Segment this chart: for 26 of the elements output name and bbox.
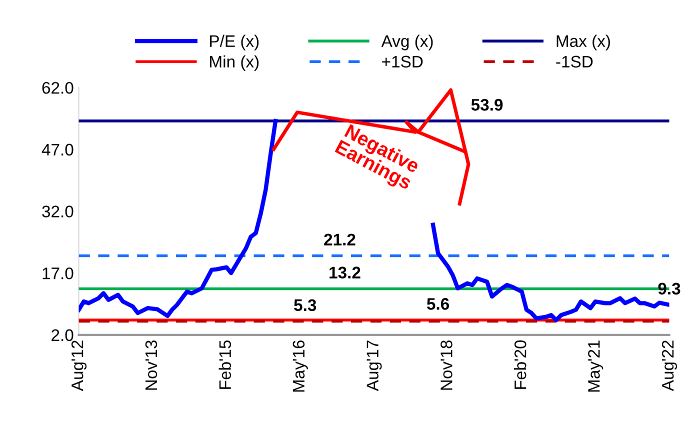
y-tick-label: 62.0: [42, 82, 74, 94]
y-tick-label: 2.0: [52, 329, 74, 342]
data-label: 9.3: [658, 282, 680, 295]
legend-label: Min (x): [210, 55, 259, 71]
legend-label: +1SD: [382, 56, 423, 68]
y-tick-label: 32.0: [42, 206, 74, 218]
legend-label: -1SD: [556, 56, 593, 68]
data-label: 53.9: [471, 98, 503, 111]
legend-label: P/E (x): [210, 34, 259, 50]
x-tick-label: Nov'13: [145, 340, 158, 390]
x-tick-label: Nov'18: [440, 340, 452, 390]
x-tick-label: Feb'20: [514, 340, 526, 389]
y-tick-label: 17.0: [42, 267, 74, 280]
x-tick-label: May'16: [292, 340, 308, 392]
x-tick-label: Aug'12: [71, 340, 87, 392]
y-tick-label: 47.0: [42, 144, 74, 156]
legend-label: Avg (x): [381, 34, 433, 50]
legend-label: Max (x): [556, 34, 610, 50]
data-label: 5.6: [426, 298, 450, 310]
x-tick-label: Aug'22: [662, 340, 678, 392]
x-tick-label: Aug'17: [366, 340, 382, 392]
data-label: 21.2: [324, 234, 356, 246]
data-label: 13.2: [330, 266, 360, 279]
data-label: 5.3: [294, 299, 316, 312]
x-tick-label: Feb'15: [218, 340, 232, 389]
x-tick-label: May'21: [588, 340, 604, 392]
